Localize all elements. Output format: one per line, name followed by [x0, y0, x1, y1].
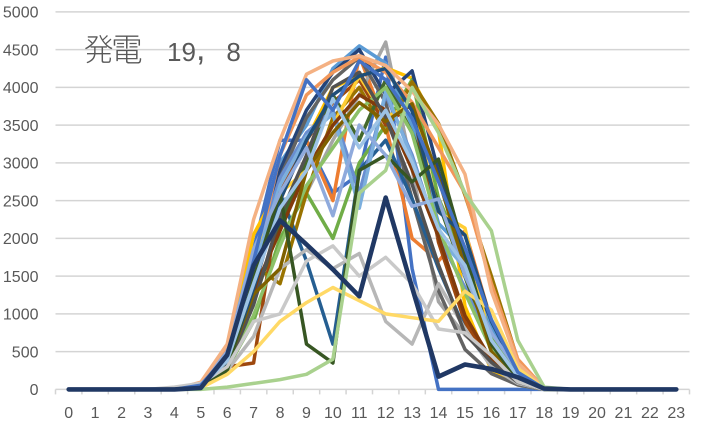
svg-text:8: 8: [276, 405, 285, 422]
svg-text:2500: 2500: [3, 193, 39, 210]
svg-text:19: 19: [562, 405, 580, 422]
svg-text:18: 18: [535, 405, 553, 422]
svg-text:13: 13: [403, 405, 421, 422]
svg-text:2000: 2000: [3, 231, 39, 248]
svg-text:23: 23: [667, 405, 685, 422]
svg-text:,: ,: [196, 30, 205, 68]
svg-text:500: 500: [12, 344, 39, 361]
svg-text:4: 4: [170, 405, 179, 422]
svg-text:8: 8: [226, 37, 240, 67]
svg-text:3000: 3000: [3, 156, 39, 173]
svg-text:17: 17: [509, 405, 527, 422]
svg-text:5000: 5000: [3, 5, 39, 22]
svg-text:19: 19: [167, 37, 196, 67]
svg-text:1500: 1500: [3, 269, 39, 286]
svg-text:21: 21: [615, 405, 633, 422]
svg-text:1000: 1000: [3, 307, 39, 324]
svg-text:4500: 4500: [3, 42, 39, 59]
svg-text:14: 14: [430, 405, 448, 422]
svg-text:9: 9: [302, 405, 311, 422]
svg-text:2: 2: [117, 405, 126, 422]
svg-text:11: 11: [351, 405, 368, 422]
svg-text:5: 5: [196, 405, 205, 422]
svg-text:3500: 3500: [3, 118, 39, 135]
svg-text:7: 7: [249, 405, 258, 422]
svg-text:10: 10: [324, 405, 342, 422]
svg-text:6: 6: [223, 405, 232, 422]
svg-text:4000: 4000: [3, 80, 39, 97]
svg-text:1: 1: [91, 405, 100, 422]
svg-text:16: 16: [482, 405, 500, 422]
svg-text:3: 3: [143, 405, 152, 422]
svg-text:12: 12: [377, 405, 395, 422]
svg-text:15: 15: [456, 405, 474, 422]
svg-text:22: 22: [641, 405, 659, 422]
svg-text:0: 0: [64, 405, 73, 422]
svg-text:0: 0: [30, 382, 39, 399]
svg-text:20: 20: [588, 405, 606, 422]
